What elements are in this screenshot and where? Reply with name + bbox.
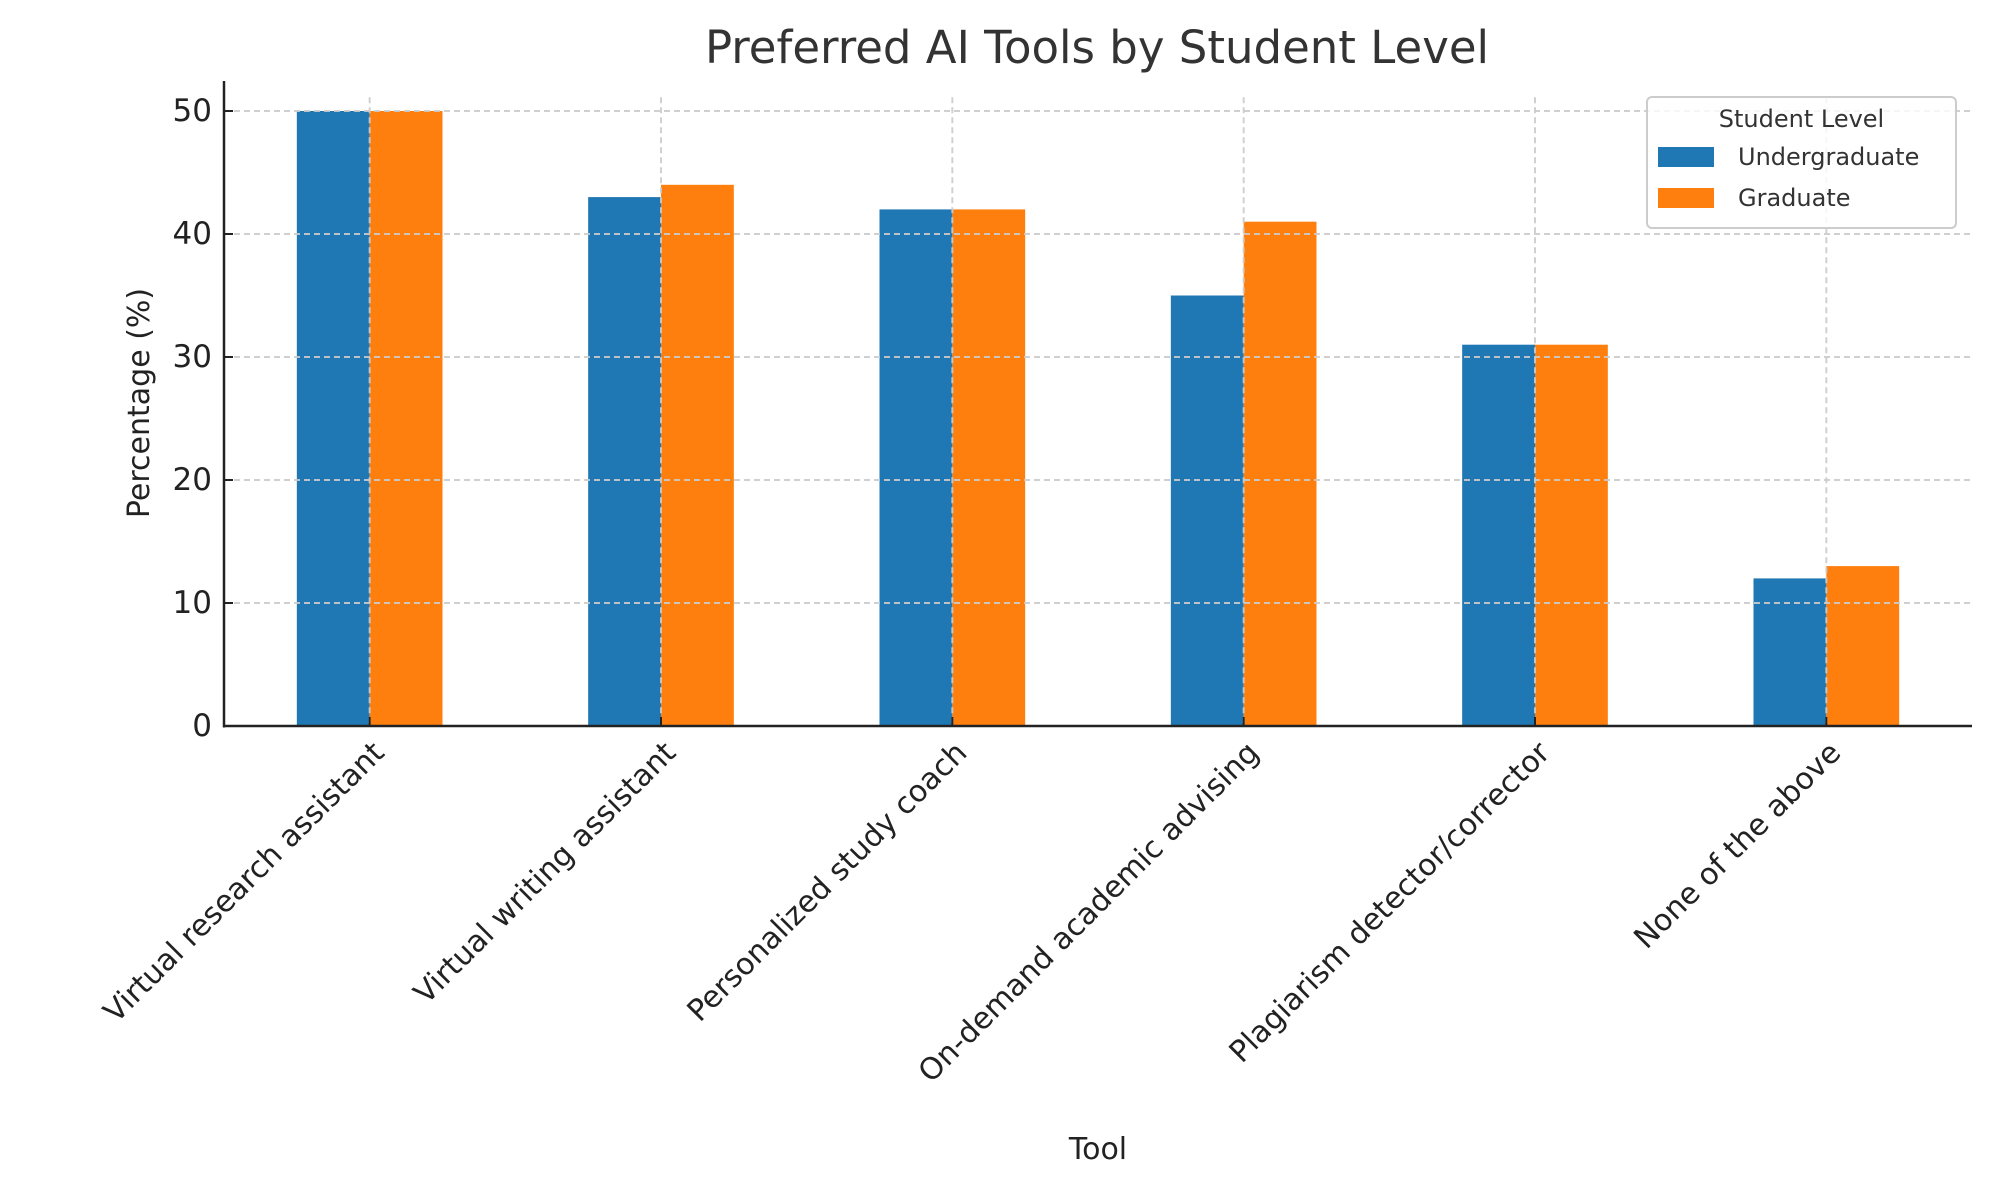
bar-graduate-5 — [1826, 566, 1900, 726]
bar-graduate-0 — [369, 111, 443, 726]
bar-undergraduate-5 — [1753, 578, 1827, 726]
bar-graduate-3 — [1243, 221, 1317, 726]
legend-title: Student Level — [1718, 105, 1885, 133]
legend-label-graduate: Graduate — [1738, 184, 1851, 212]
legend-swatch-undergraduate — [1658, 147, 1714, 167]
axes — [222, 81, 1972, 728]
y-tick-label: 30 — [172, 339, 212, 375]
x-axis-label: Tool — [1068, 1132, 1128, 1167]
bar-graduate-2 — [952, 209, 1026, 726]
legend-item-undergraduate: Undergraduate — [1658, 142, 1919, 172]
bar-undergraduate-1 — [588, 197, 661, 727]
y-tick-label: 20 — [172, 462, 212, 498]
gridlines — [224, 97, 1972, 726]
legend: Student Level Undergraduate Graduate — [1646, 96, 1957, 229]
bar-undergraduate-0 — [296, 111, 370, 726]
bar-graduate-4 — [1535, 344, 1608, 726]
bar-undergraduate-3 — [1170, 295, 1244, 726]
y-tick-label: 50 — [172, 93, 212, 129]
bar-undergraduate-4 — [1462, 344, 1535, 726]
y-tick-label: 10 — [172, 585, 212, 621]
legend-item-graduate: Graduate — [1658, 183, 1851, 213]
chart-title: Preferred AI Tools by Student Level — [704, 21, 1490, 74]
bar-undergraduate-2 — [879, 209, 953, 726]
y-tick-label: 40 — [172, 216, 212, 252]
legend-swatch-graduate — [1658, 188, 1714, 208]
bar-graduate-1 — [661, 184, 734, 727]
y-tick-label: 0 — [192, 708, 212, 744]
y-axis-label: Percentage (%) — [122, 287, 157, 519]
legend-label-undergraduate: Undergraduate — [1738, 143, 1920, 171]
bars-group — [296, 111, 1900, 727]
